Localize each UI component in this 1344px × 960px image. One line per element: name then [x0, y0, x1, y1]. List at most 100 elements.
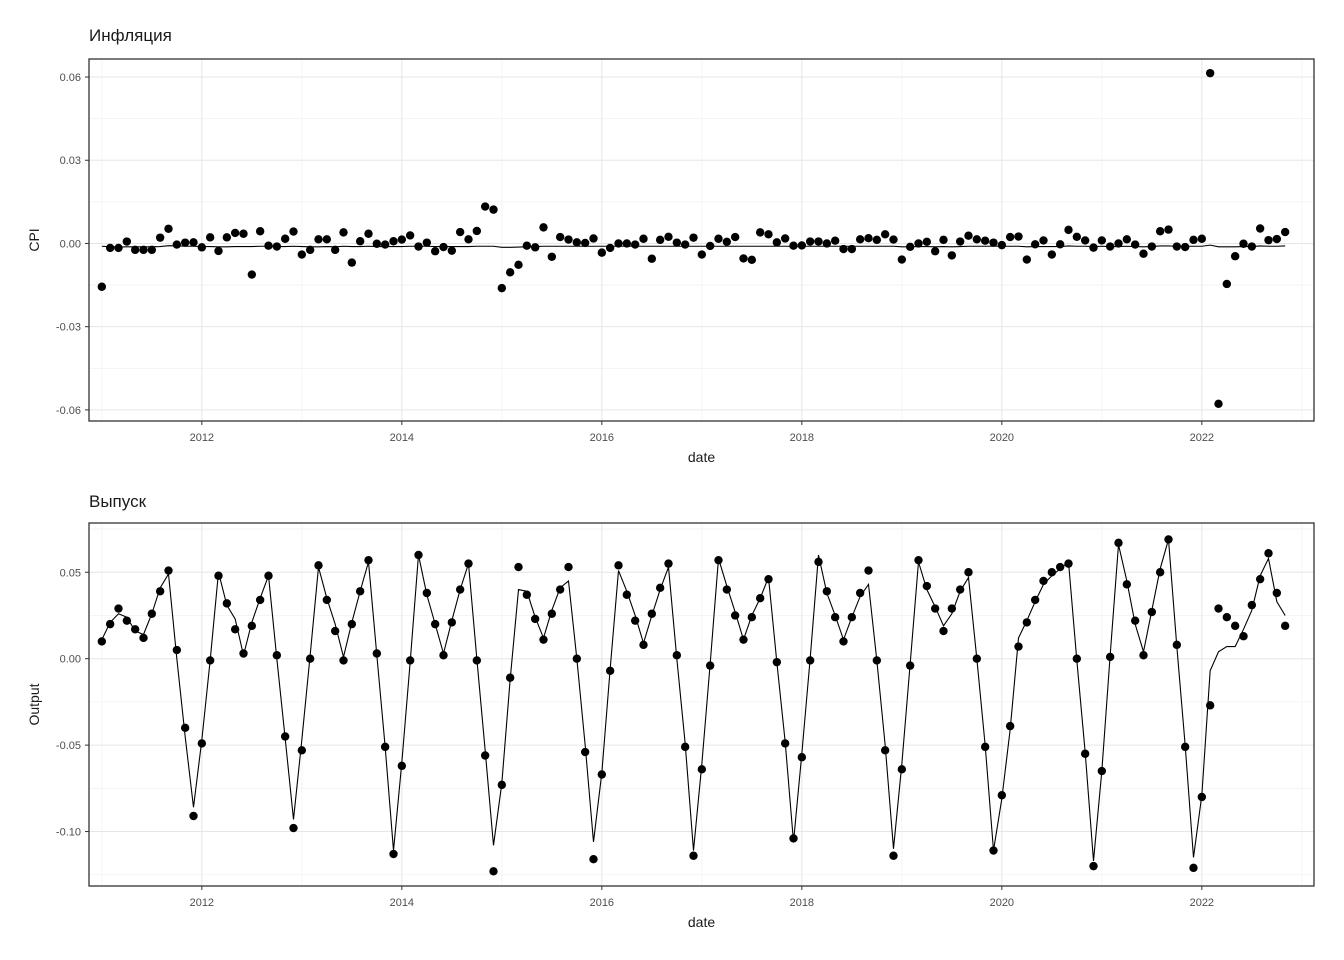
data-point — [1064, 559, 1073, 568]
data-point — [1097, 766, 1107, 776]
data-point — [1089, 861, 1098, 871]
data-point — [1105, 652, 1115, 662]
data-point — [1139, 249, 1148, 258]
data-point — [547, 609, 557, 618]
data-point — [1022, 255, 1032, 264]
data-point — [364, 229, 373, 238]
data-point — [539, 223, 548, 232]
data-point — [739, 254, 748, 263]
data-point — [122, 616, 132, 625]
data-point — [1172, 640, 1182, 650]
data-point — [639, 234, 648, 243]
data-point — [1255, 574, 1265, 584]
data-point — [797, 241, 807, 250]
data-point — [847, 613, 857, 622]
data-point — [1130, 240, 1140, 249]
data-point — [272, 242, 282, 251]
data-point — [714, 234, 723, 243]
data-point — [439, 651, 448, 660]
data-point — [714, 555, 723, 565]
data-point — [947, 604, 957, 613]
data-point — [289, 823, 298, 833]
data-point — [1214, 604, 1223, 613]
data-point — [814, 557, 823, 567]
data-point — [114, 243, 123, 253]
data-point — [1055, 562, 1065, 572]
data-point — [422, 588, 432, 598]
data-point — [472, 656, 482, 665]
data-point — [980, 742, 990, 752]
data-point — [464, 235, 473, 244]
data-point — [130, 625, 140, 634]
data-point — [197, 739, 207, 748]
data-point — [614, 561, 623, 570]
data-point — [147, 609, 157, 618]
y-tick-label: -0.06 — [56, 405, 81, 417]
data-point — [1247, 600, 1257, 610]
data-point — [897, 255, 907, 264]
data-point — [405, 656, 415, 665]
data-point — [664, 559, 673, 568]
data-point — [1280, 227, 1290, 237]
x-tick-label: 2016 — [590, 432, 614, 444]
data-point — [1280, 621, 1290, 631]
data-point — [1105, 242, 1115, 251]
data-point — [1255, 224, 1265, 233]
data-point — [297, 250, 307, 259]
data-point — [630, 616, 640, 625]
data-point — [455, 585, 465, 594]
data-point — [1147, 607, 1157, 617]
data-point — [180, 723, 190, 733]
data-point — [1264, 549, 1273, 558]
data-point — [339, 656, 348, 665]
data-point — [322, 235, 332, 244]
data-point — [214, 246, 223, 256]
data-point — [1272, 234, 1282, 244]
series-line — [101, 244, 1286, 248]
data-point — [805, 656, 815, 665]
data-point — [1205, 701, 1215, 710]
data-point — [339, 228, 348, 237]
data-point — [930, 604, 940, 613]
data-point — [1014, 232, 1023, 241]
data-point — [789, 241, 798, 250]
y-axis-label: Output — [26, 683, 42, 725]
data-point — [672, 651, 682, 660]
data-point — [964, 568, 973, 577]
data-point — [680, 240, 690, 249]
data-point — [605, 666, 615, 675]
data-point — [772, 657, 782, 667]
data-point — [1139, 651, 1148, 660]
data-point — [605, 243, 615, 253]
data-point — [314, 561, 323, 570]
data-point — [97, 637, 107, 646]
data-point — [805, 237, 815, 246]
data-point — [1122, 235, 1132, 244]
y-axis-label: CPI — [26, 228, 42, 251]
data-point — [530, 614, 540, 624]
data-point — [597, 248, 607, 257]
data-point — [947, 251, 957, 260]
data-point — [830, 236, 840, 245]
data-point — [689, 233, 698, 242]
data-point — [264, 571, 273, 580]
data-point — [447, 246, 457, 255]
data-point — [905, 242, 915, 251]
x-tick-label: 2012 — [190, 432, 214, 444]
data-point — [697, 765, 707, 774]
x-tick-label: 2014 — [390, 432, 414, 444]
x-tick-label: 2012 — [190, 897, 214, 909]
data-point — [747, 255, 757, 265]
data-point — [622, 590, 632, 599]
data-point — [1055, 240, 1065, 249]
data-point — [1239, 632, 1248, 641]
data-point — [505, 268, 515, 277]
data-point — [1230, 252, 1240, 261]
data-point — [197, 243, 207, 252]
data-point — [480, 751, 490, 760]
data-point — [1222, 613, 1232, 622]
data-point — [889, 851, 898, 860]
data-point — [555, 585, 565, 594]
data-point — [1180, 242, 1190, 252]
